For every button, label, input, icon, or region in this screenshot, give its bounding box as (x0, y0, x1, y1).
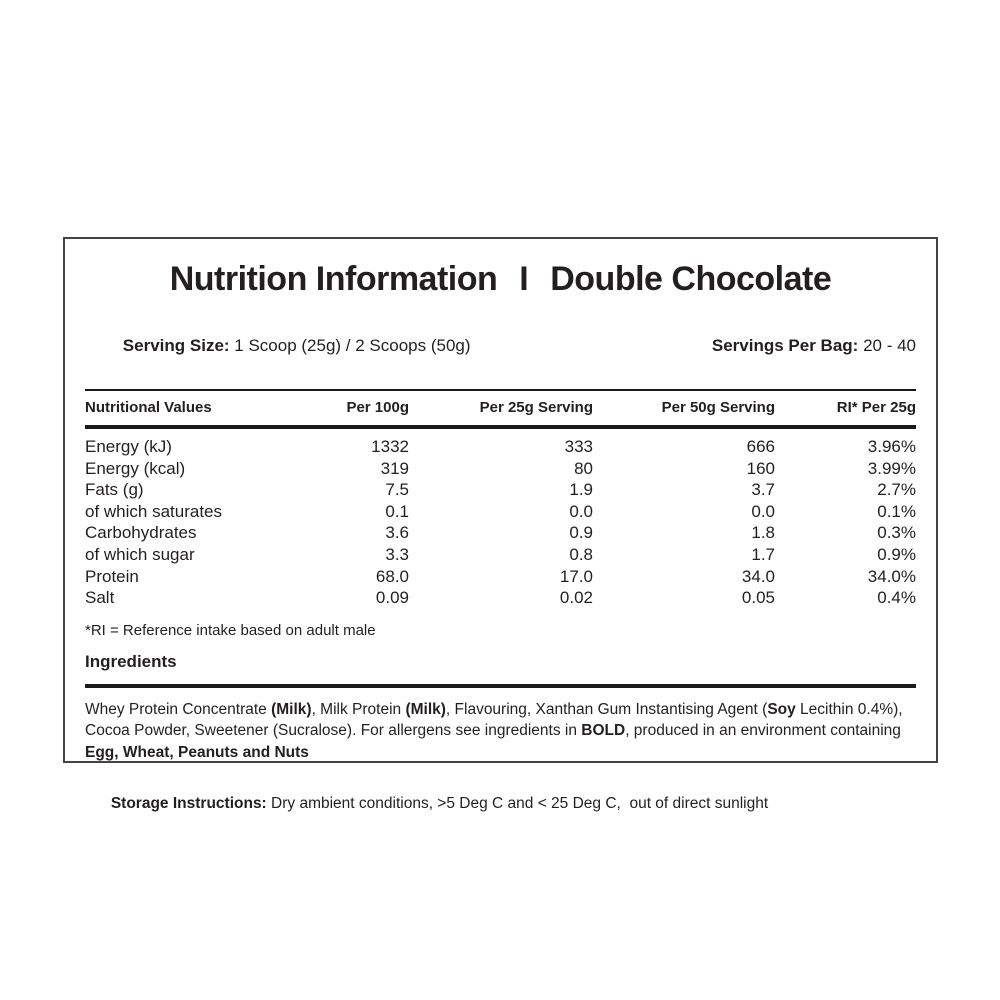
serving-size-label: Serving Size: (122, 336, 230, 355)
ingredients-segment-bold: Egg, Wheat, Peanuts and Nuts (85, 743, 309, 761)
cell-ri: 0.4% (877, 588, 916, 608)
header-per-25g-serving: Per 25g Serving (479, 399, 593, 416)
servings-per-bag-value: 20 - 40 (858, 336, 916, 355)
cell-ri: 0.9% (877, 544, 916, 564)
cell-per-50g: 1.8 (751, 523, 775, 543)
ingredients-segment: Whey Protein Concentrate (85, 700, 272, 718)
cell-per-100g: 68.0 (375, 566, 409, 586)
cell-per-50g: 666 (746, 437, 775, 456)
table-header-rule (85, 425, 916, 429)
row-label: Energy (kJ) (85, 437, 172, 456)
servings-per-bag: Servings Per Bag: 20 - 40 (674, 316, 916, 376)
header-per-100g: Per 100g (346, 399, 409, 416)
cell-per-100g: 0.09 (375, 588, 409, 608)
ingredients-segment: , Flavouring, Xanthan Gum Instantising A… (445, 700, 768, 718)
ingredients-segment: , Milk Protein (311, 700, 406, 718)
table-row: Fats (g) 7.5 1.9 3.7 2.7% (85, 479, 916, 501)
nutrition-table-body: Energy (kJ) 1332 333 666 3.96% Energy (kcal) 3… (85, 429, 916, 609)
cell-ri: 2.7% (877, 480, 916, 500)
cell-per-25g: 0.0 (569, 501, 593, 521)
ri-footnote: *RI = Reference intake based on adult ma… (85, 621, 376, 639)
cell-per-50g: 34.0 (741, 566, 775, 586)
panel-title: Nutrition Information I Double Chocolate (85, 257, 916, 301)
servings-per-bag-label: Servings Per Bag: (711, 336, 859, 355)
cell-per-25g: 0.02 (559, 588, 593, 608)
ingredients-segment-bold: BOLD (581, 722, 626, 740)
row-label: of which saturates (85, 501, 223, 521)
table-top-rule (85, 389, 916, 391)
cell-per-100g: 3.3 (385, 544, 409, 564)
title-separator: I (519, 260, 529, 298)
cell-per-50g: 3.7 (751, 480, 775, 500)
table-row: of which saturates 0.1 0.0 0.0 0.1% (85, 501, 916, 523)
cell-per-100g: 0.1 (385, 501, 409, 521)
cell-ri: 0.1% (877, 501, 916, 521)
storage-instructions-value: Dry ambient conditions, >5 Deg C and < 2… (266, 795, 769, 813)
cell-per-100g: 3.6 (385, 523, 409, 543)
ingredients-segment: Lecithin 0.4%), Cocoa Powder, Sweetener … (85, 700, 907, 740)
table-row: Energy (kcal) 319 80 160 3.99% (85, 458, 916, 480)
ingredients-segment: , produced in an environment containing (625, 722, 906, 740)
panel-title-product: Nutrition Information (169, 260, 498, 298)
cell-per-100g: 7.5 (385, 480, 409, 500)
ingredients-segment-bold: Soy (767, 700, 796, 718)
cell-per-25g: 1.9 (569, 480, 593, 500)
header-ri-per-25g: RI* Per 25g (836, 399, 916, 416)
ingredients-segment-bold: (Milk) (271, 700, 312, 718)
cell-per-50g: 0.05 (741, 588, 775, 608)
row-label: Protein (85, 566, 139, 586)
cell-ri: 3.99% (867, 458, 916, 478)
table-row: Salt 0.09 0.02 0.05 0.4% (85, 587, 916, 609)
table-row: Protein 68.0 17.0 34.0 34.0% (85, 566, 916, 588)
cell-per-50g: 160 (746, 458, 775, 478)
serving-size: Serving Size: 1 Scoop (25g) / 2 Scoops (… (85, 316, 471, 376)
cell-per-100g: 1332 (371, 437, 409, 456)
cell-per-50g: 1.7 (751, 544, 775, 564)
cell-per-25g: 80 (574, 458, 593, 478)
row-label: Salt (85, 588, 115, 608)
row-label: Fats (g) (85, 480, 144, 500)
cell-per-100g: 319 (380, 458, 409, 478)
cell-ri: 3.96% (867, 437, 916, 456)
storage-instructions-label: Storage Instructions: (110, 795, 267, 813)
ingredients-text: Whey Protein Concentrate (Milk), Milk Pr… (85, 699, 916, 764)
header-nutritional-values: Nutritional Values (85, 399, 212, 416)
ingredients-segment-bold: (Milk) (405, 700, 446, 718)
table-row: Energy (kJ) 1332 333 666 3.96% (85, 436, 916, 458)
row-label: Carbohydrates (85, 523, 197, 543)
serving-row: Serving Size: 1 Scoop (25g) / 2 Scoops (… (85, 316, 916, 376)
cell-ri: 0.3% (877, 523, 916, 543)
table-header-row: Nutritional Values Per 100g Per 25g Serv… (85, 391, 916, 425)
ingredients-rule (85, 683, 916, 688)
header-per-50g-serving: Per 50g Serving (661, 399, 775, 416)
table-row: of which sugar 3.3 0.8 1.7 0.9% (85, 544, 916, 566)
ingredients-heading: Ingredients (85, 651, 177, 671)
cell-per-50g: 0.0 (751, 501, 775, 521)
cell-per-25g: 17.0 (559, 566, 593, 586)
panel-title-flavour: Double Chocolate (550, 260, 832, 298)
cell-per-25g: 0.9 (569, 523, 593, 543)
serving-size-value: 1 Scoop (25g) / 2 Scoops (50g) (229, 336, 471, 355)
cell-per-25g: 0.8 (569, 544, 593, 564)
nutrition-panel: Nutrition Information I Double Chocolate S… (63, 237, 938, 812)
row-label: Energy (kcal) (85, 458, 186, 478)
table-row: Carbohydrates 3.6 0.9 1.8 0.3% (85, 522, 916, 544)
cell-per-25g: 333 (564, 437, 593, 456)
storage-instructions: Storage Instructions: Dry ambient condit… (85, 777, 916, 831)
row-label: of which sugar (85, 544, 195, 564)
cell-ri: 34.0% (867, 566, 916, 586)
